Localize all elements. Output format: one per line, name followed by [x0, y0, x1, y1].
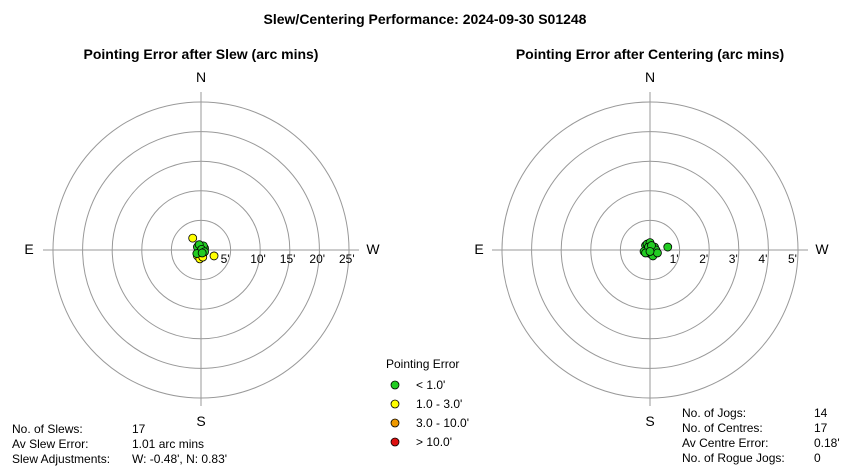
legend-marker-2 — [390, 418, 400, 428]
jogs-count-value: 14 — [814, 406, 828, 420]
centering-north-label: N — [645, 69, 655, 85]
centre-stats: No. of Jogs: 14 No. of Centres: 17 Av Cent… — [682, 406, 840, 466]
slew-point-9 — [188, 233, 198, 243]
slew-east-label: E — [24, 241, 33, 257]
legend-marker-1 — [390, 399, 400, 409]
legend-label-0: < 1.0' — [416, 378, 445, 392]
centering-ring-label-5: 5' — [788, 252, 797, 266]
centering-east-label: E — [474, 241, 483, 257]
av-centre-error-label: Av Centre Error: — [682, 436, 769, 450]
slews-count-value: 17 — [132, 422, 146, 436]
legend-marker-3 — [390, 437, 400, 447]
av-slew-error-value: 1.01 arc mins — [132, 437, 205, 451]
centering-polar-plot: Pointing Error after Centering (arc mins… — [474, 46, 829, 429]
centering-point-16 — [663, 242, 673, 252]
rogue-jogs-label: No. of Rogue Jogs: — [682, 451, 785, 465]
centres-count-value: 17 — [814, 421, 828, 435]
av-slew-error-label: Av Slew Error: — [12, 437, 89, 451]
legend-marker-0 — [390, 380, 400, 390]
slew-ring-label-3: 15' — [280, 252, 296, 266]
slew-south-label: S — [196, 413, 205, 429]
slew-polar-plot: Pointing Error after Slew (arc mins) N S… — [24, 46, 380, 429]
centering-south-label: S — [645, 413, 654, 429]
slew-point-10 — [209, 251, 219, 261]
centering-ring-label-3: 3' — [729, 252, 738, 266]
rogue-jogs-value: 0 — [814, 451, 821, 465]
slew-adjustments-value: W: -0.48', N: 0.83' — [132, 452, 228, 466]
av-centre-error-value: 0.18' — [814, 436, 840, 450]
slew-north-label: N — [196, 69, 206, 85]
legend: Pointing Error < 1.0' 1.0 - 3.0' 3.0 - 10.… — [386, 357, 469, 449]
slew-stats: No. of Slews: 17 Av Slew Error: 1.01 arc m… — [12, 422, 227, 467]
centering-point-15 — [645, 247, 655, 256]
slew-ring-label-1: 5' — [221, 252, 230, 266]
slew-point-16 — [197, 248, 207, 258]
centering-plot-title: Pointing Error after Centering (arc mins… — [516, 46, 784, 62]
slew-adjustments-label: Slew Adjustments: — [12, 452, 111, 466]
slew-ring-label-5: 25' — [339, 252, 355, 266]
centering-ring-label-1: 1' — [670, 252, 679, 266]
legend-label-1: 1.0 - 3.0' — [416, 397, 462, 411]
jogs-count-label: No. of Jogs: — [682, 406, 747, 420]
legend-label-3: > 10.0' — [416, 435, 452, 449]
centering-ring-label-4: 4' — [758, 252, 767, 266]
page-title: Slew/Centering Performance: 2024-09-30 S… — [264, 11, 587, 27]
slew-ring-label-4: 20' — [309, 252, 325, 266]
legend-label-2: 3.0 - 10.0' — [416, 416, 469, 430]
centering-point-12 — [653, 248, 662, 258]
slew-plot-title: Pointing Error after Slew (arc mins) — [84, 46, 319, 62]
slews-count-label: No. of Slews: — [12, 422, 83, 436]
slew-ring-label-2: 10' — [250, 252, 266, 266]
centering-west-label: W — [815, 241, 829, 257]
centres-count-label: No. of Centres: — [682, 421, 763, 435]
slew-west-label: W — [366, 241, 380, 257]
centering-ring-label-2: 2' — [699, 252, 708, 266]
legend-title: Pointing Error — [386, 357, 459, 371]
